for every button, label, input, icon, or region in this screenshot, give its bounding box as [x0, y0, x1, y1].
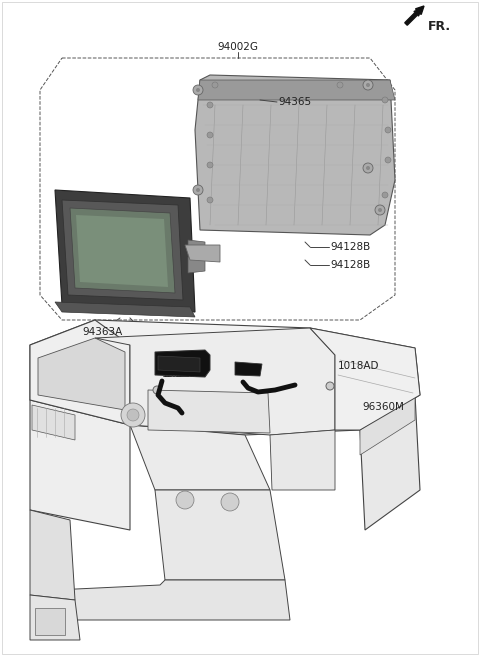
Text: 96360M: 96360M — [362, 402, 404, 412]
Circle shape — [221, 493, 239, 511]
FancyArrow shape — [405, 6, 424, 25]
Polygon shape — [30, 595, 80, 640]
Polygon shape — [270, 430, 335, 490]
Circle shape — [207, 132, 213, 138]
Circle shape — [366, 166, 370, 170]
Bar — [152, 397, 174, 405]
Circle shape — [196, 88, 200, 92]
Text: 94002G: 94002G — [217, 42, 259, 52]
Circle shape — [153, 386, 161, 394]
Polygon shape — [32, 405, 75, 440]
Bar — [152, 418, 174, 426]
Polygon shape — [35, 608, 65, 635]
Bar — [220, 160, 275, 192]
Polygon shape — [310, 328, 420, 430]
Text: FR.: FR. — [428, 20, 451, 33]
Text: 1018AD: 1018AD — [162, 369, 204, 379]
Circle shape — [121, 403, 145, 427]
Circle shape — [363, 163, 373, 173]
Text: 1018AD: 1018AD — [338, 361, 380, 371]
Bar — [152, 428, 174, 436]
Polygon shape — [30, 400, 130, 530]
Polygon shape — [155, 490, 285, 580]
Bar — [350, 115, 380, 147]
Circle shape — [326, 382, 334, 390]
Polygon shape — [155, 350, 210, 377]
Text: 94128B: 94128B — [330, 260, 370, 270]
Circle shape — [207, 197, 213, 203]
Text: 94128B: 94128B — [330, 242, 370, 252]
Bar — [152, 408, 174, 416]
Polygon shape — [30, 320, 420, 435]
Circle shape — [366, 83, 370, 87]
Circle shape — [207, 162, 213, 168]
Polygon shape — [185, 245, 220, 262]
Circle shape — [378, 208, 382, 212]
Circle shape — [212, 82, 218, 88]
Bar — [236, 408, 258, 416]
Polygon shape — [76, 215, 168, 287]
Circle shape — [207, 102, 213, 108]
Polygon shape — [30, 320, 130, 425]
Bar — [285, 160, 340, 192]
Circle shape — [337, 82, 343, 88]
Circle shape — [382, 97, 388, 103]
Bar — [350, 160, 380, 192]
Polygon shape — [188, 257, 205, 273]
Polygon shape — [188, 240, 205, 256]
Polygon shape — [38, 338, 125, 410]
Polygon shape — [360, 395, 420, 530]
Bar — [236, 397, 258, 405]
Circle shape — [385, 127, 391, 133]
Circle shape — [385, 157, 391, 163]
Bar — [180, 408, 202, 416]
Circle shape — [375, 205, 385, 215]
Bar — [208, 408, 230, 416]
Polygon shape — [360, 395, 415, 455]
Circle shape — [193, 85, 203, 95]
Circle shape — [382, 192, 388, 198]
Bar — [285, 115, 340, 147]
Polygon shape — [322, 390, 358, 420]
Circle shape — [193, 185, 203, 195]
Polygon shape — [30, 510, 75, 600]
Bar — [220, 115, 275, 147]
Polygon shape — [130, 425, 270, 490]
Bar — [180, 397, 202, 405]
Bar — [208, 428, 230, 436]
Circle shape — [196, 188, 200, 192]
Circle shape — [127, 409, 139, 421]
Bar — [208, 397, 230, 405]
Polygon shape — [62, 200, 183, 300]
Text: 94365: 94365 — [278, 97, 311, 107]
Bar — [180, 428, 202, 436]
Polygon shape — [195, 75, 395, 235]
Polygon shape — [148, 390, 270, 433]
Text: 94363A: 94363A — [82, 327, 122, 337]
Polygon shape — [55, 580, 290, 620]
Polygon shape — [95, 328, 335, 435]
Bar — [180, 418, 202, 426]
Circle shape — [363, 80, 373, 90]
Text: 1018AD: 1018AD — [165, 369, 206, 379]
Polygon shape — [158, 356, 200, 372]
Bar — [208, 418, 230, 426]
Polygon shape — [70, 208, 175, 293]
Polygon shape — [55, 302, 195, 317]
Polygon shape — [235, 362, 262, 376]
Polygon shape — [198, 80, 395, 100]
Bar — [250, 100, 275, 112]
Polygon shape — [322, 383, 360, 393]
Polygon shape — [55, 190, 195, 312]
Circle shape — [176, 491, 194, 509]
